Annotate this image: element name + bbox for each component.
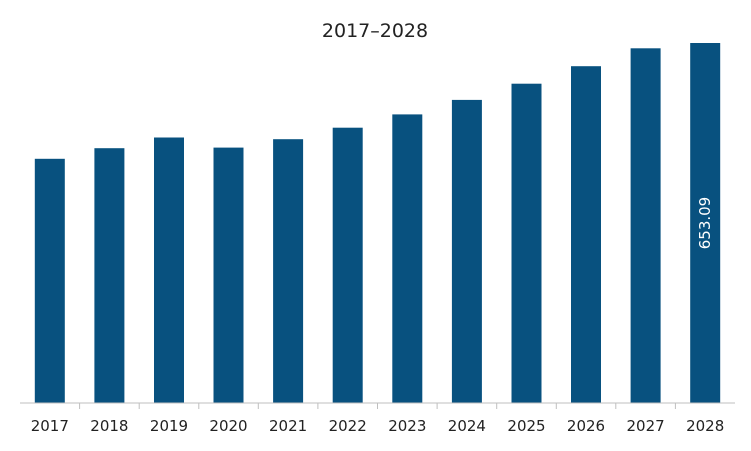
chart-title: 2017–2028 bbox=[322, 20, 428, 42]
bar-2028 bbox=[690, 43, 721, 403]
x-tick-label-2019: 2019 bbox=[150, 417, 188, 435]
bar-2020 bbox=[213, 147, 244, 403]
x-tick-label-2026: 2026 bbox=[567, 417, 605, 435]
bar-2022 bbox=[332, 127, 363, 403]
x-tick-label-2023: 2023 bbox=[388, 417, 426, 435]
bar-2018 bbox=[94, 148, 125, 403]
x-tick-label-2024: 2024 bbox=[448, 417, 486, 435]
data-labels: 653.09 bbox=[696, 197, 714, 250]
bar-2021 bbox=[273, 139, 304, 403]
bar-2019 bbox=[154, 137, 184, 403]
bar-2023 bbox=[392, 114, 423, 404]
x-tick-label-2020: 2020 bbox=[209, 417, 247, 435]
x-tick-label-2017: 2017 bbox=[31, 417, 69, 435]
x-tick-label-2028: 2028 bbox=[686, 417, 724, 435]
x-axis-ticks: 2017 2018 2019 2020 2021 2022 2023 2024 2025 2026… bbox=[31, 403, 724, 435]
bar-2027 bbox=[630, 48, 661, 404]
x-tick-label-2027: 2027 bbox=[627, 417, 665, 435]
x-tick-label-2025: 2025 bbox=[507, 417, 545, 435]
data-label-2028: 653.09 bbox=[696, 197, 714, 250]
x-tick-label-2018: 2018 bbox=[90, 417, 128, 435]
x-tick-label-2021: 2021 bbox=[269, 417, 307, 435]
bars bbox=[34, 43, 721, 404]
bar-2017 bbox=[34, 158, 65, 403]
bar-2025 bbox=[511, 83, 542, 403]
bar-2026 bbox=[571, 66, 601, 403]
x-tick-label-2022: 2022 bbox=[329, 417, 367, 435]
bar-2024 bbox=[451, 99, 482, 404]
